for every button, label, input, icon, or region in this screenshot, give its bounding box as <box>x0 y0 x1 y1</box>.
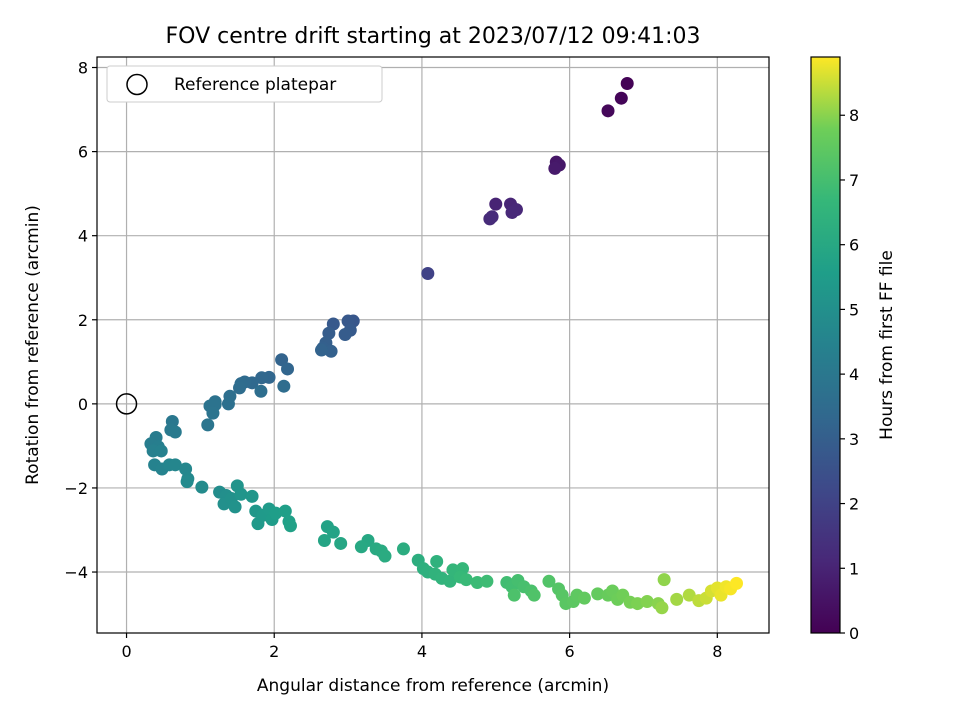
colorbar-tick-label: 7 <box>849 171 859 190</box>
y-tick-label: 2 <box>78 311 88 330</box>
data-point <box>655 601 669 615</box>
colorbar-tick-label: 0 <box>849 624 859 643</box>
data-point <box>275 353 289 367</box>
data-point <box>154 444 168 458</box>
data-point <box>489 197 503 211</box>
colorbar-tick-label: 1 <box>849 559 859 578</box>
x-tick-label: 4 <box>417 642 427 661</box>
data-points <box>144 76 744 615</box>
data-point <box>283 519 297 533</box>
y-tick-label: 8 <box>78 59 88 78</box>
colorbar-tick-label: 4 <box>849 365 859 384</box>
plot-frame <box>96 56 770 634</box>
data-point <box>480 574 494 588</box>
data-point <box>601 104 615 118</box>
data-point <box>168 458 182 472</box>
data-point <box>221 397 235 411</box>
data-point <box>334 536 348 550</box>
data-point <box>682 588 696 602</box>
data-point <box>485 210 499 224</box>
data-point <box>277 379 291 393</box>
data-point <box>421 267 435 281</box>
data-point <box>640 594 654 608</box>
x-axis-ticks: 0 2 4 6 8 <box>121 633 722 661</box>
data-point <box>614 91 628 105</box>
data-point <box>396 542 410 556</box>
data-point <box>378 549 392 563</box>
data-point <box>201 418 215 432</box>
data-point <box>577 591 591 605</box>
reference-point-marker <box>115 393 138 415</box>
legend-marker-icon <box>126 73 148 96</box>
data-point <box>591 587 605 601</box>
colorbar-tick-label: 6 <box>849 236 859 255</box>
data-point <box>317 534 331 548</box>
x-axis-label: Angular distance from reference (arcmin) <box>257 676 609 696</box>
x-tick-label: 6 <box>565 642 575 661</box>
data-point <box>206 406 220 420</box>
data-point <box>254 384 268 398</box>
data-point <box>670 592 684 606</box>
y-axis-label: Rotation from reference (arcmin) <box>23 205 43 485</box>
x-tick-label: 8 <box>712 642 722 661</box>
data-point <box>338 327 352 341</box>
colorbar-gradient <box>811 57 840 633</box>
y-tick-label: 4 <box>78 227 88 246</box>
colorbar-label: Hours from first FF file <box>877 250 897 440</box>
colorbar: 0 1 2 3 4 5 6 7 8 Hours from first FF file <box>810 56 897 643</box>
data-point <box>326 525 340 539</box>
y-tick-label: 6 <box>78 143 88 162</box>
data-point <box>324 344 338 358</box>
data-point <box>234 487 248 501</box>
y-tick-label: −4 <box>64 563 88 582</box>
data-point <box>354 540 368 554</box>
data-point <box>314 343 328 357</box>
colorbar-tick-label: 5 <box>849 300 859 319</box>
data-point <box>168 425 182 439</box>
data-point <box>179 462 193 476</box>
data-point <box>228 500 242 514</box>
data-point <box>730 576 744 590</box>
data-point <box>527 588 541 602</box>
data-point <box>548 161 562 175</box>
data-point <box>245 489 259 503</box>
chart-title: FOV centre drift starting at 2023/07/12 … <box>166 24 701 49</box>
colorbar-frame <box>810 56 841 634</box>
legend: Reference platepar <box>106 65 383 103</box>
x-tick-label: 0 <box>121 642 131 661</box>
colorbar-tick-label: 3 <box>849 430 859 449</box>
x-tick-label: 2 <box>269 642 279 661</box>
data-point <box>180 475 194 489</box>
data-point <box>620 76 634 90</box>
data-point <box>443 574 457 588</box>
legend-entry-reference: Reference platepar <box>174 75 336 95</box>
colorbar-tick-label: 8 <box>849 106 859 125</box>
data-point <box>657 573 671 587</box>
data-point <box>278 504 292 518</box>
data-point <box>505 206 519 220</box>
data-point <box>470 576 484 590</box>
data-point <box>255 371 269 385</box>
legend-box <box>106 65 383 103</box>
y-axis-ticks: −4 −2 0 2 4 6 8 <box>64 59 97 582</box>
data-point <box>233 381 247 395</box>
plot-background <box>97 57 769 633</box>
data-point <box>507 588 521 602</box>
data-point <box>542 574 556 588</box>
plot-area: 0 2 4 6 8 −4 −2 0 2 4 6 8 <box>64 56 770 661</box>
y-tick-label: −2 <box>64 479 88 498</box>
data-point <box>195 480 209 494</box>
colorbar-tick-label: 2 <box>849 495 859 514</box>
data-point <box>459 573 473 587</box>
y-tick-label: 0 <box>78 395 88 414</box>
colorbar-ticks: 0 1 2 3 4 5 6 7 8 <box>840 106 859 643</box>
data-point <box>281 362 295 376</box>
data-point <box>430 555 444 569</box>
